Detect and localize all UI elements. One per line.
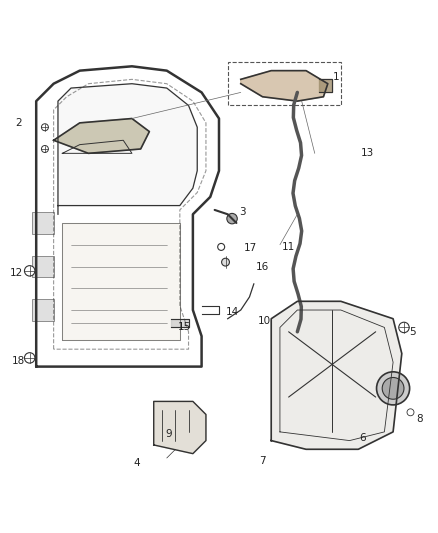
Text: 10: 10 <box>258 316 271 326</box>
Polygon shape <box>171 319 188 327</box>
Text: 3: 3 <box>240 207 246 217</box>
Text: 1: 1 <box>333 72 340 82</box>
Polygon shape <box>62 223 180 341</box>
Circle shape <box>382 377 404 399</box>
Text: 15: 15 <box>177 322 191 333</box>
Circle shape <box>25 265 35 276</box>
Text: 8: 8 <box>416 414 423 424</box>
Polygon shape <box>53 118 149 154</box>
Circle shape <box>377 372 410 405</box>
Polygon shape <box>271 301 402 449</box>
Text: 14: 14 <box>226 307 239 317</box>
Text: 4: 4 <box>133 458 140 468</box>
Circle shape <box>407 409 414 416</box>
Bar <box>32 212 53 234</box>
Circle shape <box>399 322 409 333</box>
Text: 17: 17 <box>244 243 257 253</box>
Circle shape <box>25 353 35 363</box>
Polygon shape <box>154 401 206 454</box>
Text: 9: 9 <box>166 429 172 439</box>
Polygon shape <box>319 79 332 92</box>
Text: 12: 12 <box>10 268 23 278</box>
Text: 16: 16 <box>256 262 269 272</box>
Circle shape <box>42 146 48 152</box>
Text: 6: 6 <box>359 433 366 443</box>
Circle shape <box>222 258 230 266</box>
Circle shape <box>42 124 48 131</box>
Text: 11: 11 <box>282 242 295 252</box>
Bar <box>32 256 53 277</box>
Bar <box>32 299 53 321</box>
Text: 5: 5 <box>410 327 416 337</box>
Circle shape <box>227 213 237 224</box>
Text: 7: 7 <box>259 456 266 466</box>
Text: 18: 18 <box>12 357 25 366</box>
Polygon shape <box>58 84 197 214</box>
Polygon shape <box>241 71 328 101</box>
Circle shape <box>218 244 225 251</box>
Text: 2: 2 <box>15 118 22 128</box>
Text: 13: 13 <box>360 148 374 158</box>
